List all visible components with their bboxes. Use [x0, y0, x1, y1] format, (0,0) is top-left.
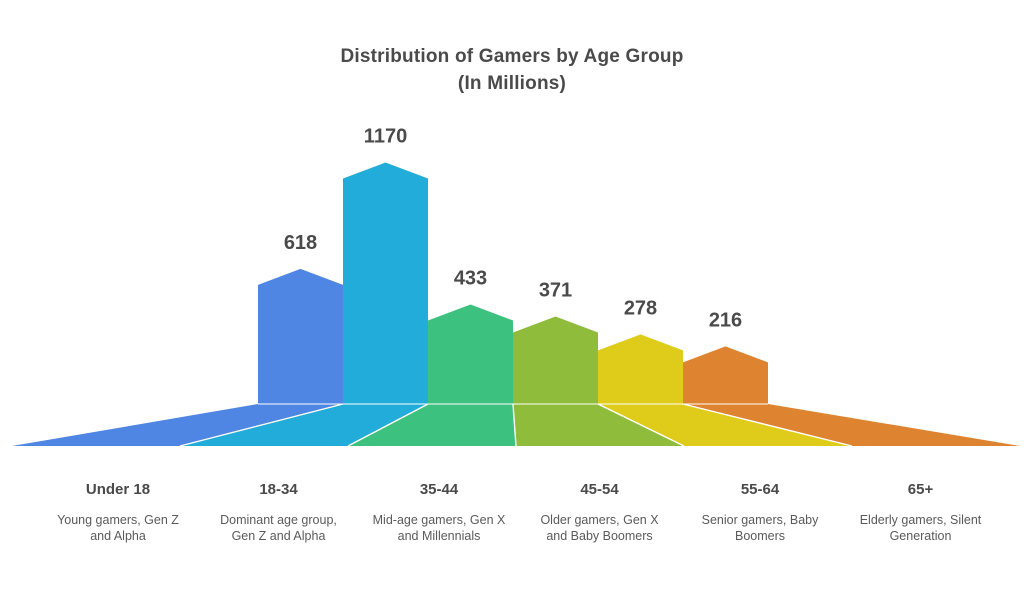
- category-description: Dominant age group, Gen Z and Alpha: [194, 512, 364, 544]
- base-wedge: [12, 404, 343, 446]
- base-wedge: [513, 404, 684, 446]
- base-wedge: [683, 404, 1020, 446]
- chart-title: Distribution of Gamers by Age Group: [340, 46, 684, 67]
- bar: [343, 162, 428, 404]
- bar: [513, 316, 598, 404]
- category-description-line: and Millennials: [397, 529, 481, 543]
- category-label: 45-54: [580, 481, 619, 498]
- base-wedge: [180, 404, 428, 446]
- data-label: 1170: [364, 126, 407, 148]
- wedge-separator: [597, 403, 685, 447]
- wedge-separator: [179, 403, 344, 447]
- data-label: 371: [539, 280, 572, 302]
- category-description-line: Dominant age group,: [220, 513, 337, 527]
- category-label: 55-64: [740, 481, 780, 498]
- data-label: 278: [624, 297, 657, 319]
- bar: [683, 346, 768, 404]
- bar: [598, 334, 683, 404]
- bar: [258, 268, 343, 404]
- category-description-line: Older gamers, Gen X: [540, 513, 659, 527]
- wedge-separator: [512, 403, 517, 447]
- category-description: Senior gamers, Baby Boomers: [675, 512, 845, 544]
- category-label: Under 18: [85, 481, 151, 498]
- category-label: 65+: [907, 481, 934, 498]
- chart-subtitle: (In Millions): [457, 73, 567, 94]
- category-description: Older gamers, Gen X and Baby Boomers: [515, 512, 685, 544]
- base-wedge: [348, 404, 516, 446]
- wedge-separator: [347, 403, 429, 447]
- category-description-line: and Baby Boomers: [546, 529, 653, 543]
- category-description: Elderly gamers, Silent Generation: [836, 512, 1006, 544]
- category-description: Mid-age gamers, Gen X and Millennials: [354, 512, 524, 544]
- base-wedge: [598, 404, 852, 446]
- category-description-line: Elderly gamers, Silent: [859, 513, 982, 527]
- data-label: 433: [454, 268, 487, 290]
- category-description-line: Young gamers, Gen Z: [57, 513, 179, 527]
- category-description-line: Generation: [889, 529, 952, 543]
- category-description-line: Gen Z and Alpha: [231, 529, 326, 543]
- data-label: 618: [284, 232, 317, 254]
- bar: [428, 304, 513, 404]
- wedge-separator: [682, 403, 853, 447]
- data-label: 216: [709, 309, 742, 331]
- category-description-line: Mid-age gamers, Gen X: [372, 513, 506, 527]
- category-description: Young gamers, Gen Z and Alpha: [33, 512, 203, 544]
- category-label: 18-34: [259, 481, 298, 498]
- category-description-line: Boomers: [734, 529, 786, 543]
- category-label: 35-44: [419, 481, 459, 498]
- category-description-line: Senior gamers, Baby: [701, 513, 819, 527]
- category-description-line: and Alpha: [90, 529, 146, 543]
